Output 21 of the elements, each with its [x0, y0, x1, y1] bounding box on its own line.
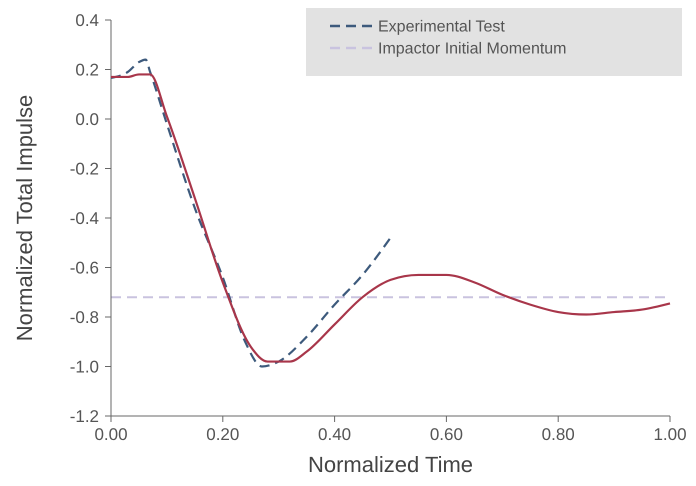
y-tick-label: -0.6 — [70, 258, 99, 278]
y-tick-label: 0.4 — [75, 10, 99, 30]
x-tick-label: 0.40 — [318, 425, 352, 444]
y-tick-label: -1.2 — [70, 406, 99, 426]
x-tick-label: 0.60 — [430, 425, 463, 444]
x-tick-label: 1.00 — [653, 425, 687, 444]
x-tick-label: 0.00 — [94, 425, 128, 444]
y-tick-label: -0.8 — [70, 308, 99, 327]
line-series — [110, 73, 672, 363]
y-tick-label: -0.2 — [70, 159, 99, 178]
y-tick-label: -1.0 — [70, 357, 99, 376]
x-axis-title: Normalized Time — [308, 452, 474, 477]
y-tick-label: -0.4 — [70, 208, 99, 228]
y-tick-label: 0.0 — [75, 110, 99, 129]
line-series — [110, 58, 392, 368]
x-tick-label: 0.20 — [206, 425, 240, 444]
legend-label: Experimental Test — [378, 18, 506, 36]
legend-label: Impactor Initial Momentum — [378, 40, 567, 58]
y-axis-title: Normalized Total Impulse — [12, 94, 37, 342]
x-tick-label: 0.80 — [542, 425, 575, 444]
y-tick-label: 0.2 — [75, 60, 99, 80]
